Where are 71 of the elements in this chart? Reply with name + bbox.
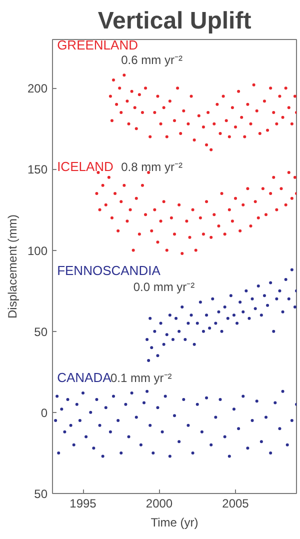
point — [159, 322, 162, 325]
point — [226, 316, 230, 320]
point — [275, 297, 278, 300]
point — [168, 314, 172, 317]
point — [174, 316, 178, 320]
point — [278, 289, 282, 292]
annotation: 0.6 mm yr⁻² — [121, 53, 182, 68]
point — [186, 322, 190, 325]
point — [150, 346, 154, 350]
point — [146, 338, 149, 341]
point — [153, 330, 156, 333]
point — [162, 342, 166, 346]
point — [217, 310, 220, 314]
point — [205, 314, 208, 317]
point — [269, 281, 272, 284]
point — [196, 322, 199, 325]
chart-title: Vertical Uplift — [98, 8, 252, 34]
point — [254, 307, 257, 310]
point — [256, 284, 260, 288]
y-tick-label: 100 — [27, 244, 48, 258]
series-label: CANADA — [57, 370, 112, 385]
point — [238, 300, 242, 304]
point — [192, 342, 196, 346]
x-axis-title: Time (yr) — [150, 516, 198, 530]
y-axis-title: Displacement (mm) — [5, 214, 20, 319]
point — [220, 330, 224, 333]
x-tick-label: 2000 — [146, 496, 173, 510]
point — [223, 306, 226, 309]
annotation: 0.1 mm yr⁻² — [110, 370, 172, 385]
annotation: 0.8 mm yr⁻² — [121, 160, 182, 174]
point — [198, 300, 202, 304]
point — [184, 338, 187, 341]
point — [147, 359, 150, 362]
point — [248, 316, 251, 320]
point — [229, 294, 232, 298]
point — [214, 322, 218, 325]
point — [293, 306, 296, 309]
point — [281, 310, 284, 314]
y-tick-label: 50 — [34, 487, 48, 501]
point — [178, 330, 181, 333]
point — [156, 354, 160, 358]
text: FENNOSCANDIA — [57, 262, 161, 278]
point — [211, 297, 214, 300]
point — [165, 333, 168, 336]
point — [287, 297, 290, 300]
point — [236, 322, 239, 325]
x-tick-label: 1995 — [70, 496, 97, 510]
y-tick-label: 0 — [40, 406, 48, 420]
y-tick-label: 200 — [27, 82, 48, 96]
annotation: 0.0 mm yr⁻² — [133, 280, 195, 294]
point — [190, 314, 193, 317]
point — [148, 316, 152, 320]
point — [242, 310, 245, 314]
point — [232, 314, 236, 317]
point — [244, 289, 248, 292]
point — [171, 338, 174, 341]
x-tick-label: 2005 — [222, 496, 250, 510]
point — [290, 268, 294, 272]
point — [284, 278, 288, 281]
point — [250, 297, 254, 300]
point — [180, 306, 184, 309]
series-label: ICELAND — [57, 159, 114, 174]
y-tick-label: 150 — [27, 162, 48, 177]
point — [262, 294, 266, 298]
point — [266, 304, 270, 307]
point — [260, 314, 263, 317]
point — [202, 330, 205, 333]
point — [208, 326, 212, 330]
y-tick-label: 50 — [34, 324, 48, 339]
series-label: GREENLAND — [57, 37, 138, 52]
point — [272, 330, 276, 333]
